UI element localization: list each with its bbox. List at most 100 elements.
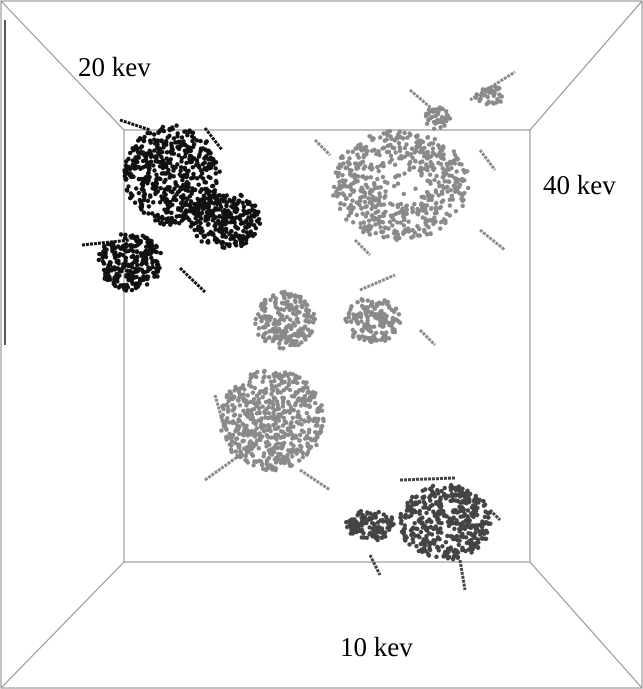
atom: [243, 210, 247, 214]
track: [205, 128, 222, 150]
atom: [232, 407, 236, 411]
atom: [404, 142, 408, 146]
atom: [126, 157, 130, 161]
atom: [128, 234, 132, 238]
atom: [154, 185, 158, 189]
atom: [415, 224, 419, 228]
atom: [319, 429, 323, 433]
atom: [122, 263, 126, 267]
atom: [362, 220, 366, 224]
atom: [370, 521, 374, 525]
atom: [406, 153, 410, 157]
atom: [455, 169, 459, 173]
atom: [498, 99, 502, 103]
atom: [359, 225, 363, 229]
atom: [131, 175, 135, 179]
edge: [1, 562, 124, 688]
atom: [107, 274, 111, 278]
atom: [278, 317, 282, 321]
atom: [229, 199, 233, 203]
atom: [460, 548, 464, 552]
atom: [336, 166, 340, 170]
atom: [254, 317, 258, 321]
atom: [274, 466, 278, 470]
atom: [456, 157, 460, 161]
atom: [225, 212, 229, 216]
label: 10 kev: [340, 632, 413, 662]
atom: [385, 234, 389, 238]
atom: [296, 413, 300, 417]
atom: [242, 426, 246, 430]
atom: [364, 519, 368, 523]
atom: [355, 300, 359, 304]
atom: [234, 449, 238, 453]
atom: [385, 181, 389, 185]
atom: [426, 526, 430, 530]
atom: [281, 455, 285, 459]
atom: [267, 425, 271, 429]
atom: [367, 219, 371, 223]
atom: [222, 222, 226, 226]
atom: [203, 205, 207, 209]
atom: [142, 211, 146, 215]
atom: [427, 531, 431, 535]
atom: [197, 154, 201, 158]
atom: [288, 388, 292, 392]
atom: [141, 177, 145, 181]
atom: [254, 211, 258, 215]
atom: [253, 322, 257, 326]
atom: [445, 189, 449, 193]
atom: [452, 527, 456, 531]
atom: [281, 430, 285, 434]
atom: [295, 447, 299, 451]
atom: [477, 99, 481, 103]
atom: [195, 234, 199, 238]
atom: [236, 398, 240, 402]
atom: [145, 282, 149, 286]
atom: [181, 139, 185, 143]
atom: [378, 195, 382, 199]
atom: [217, 221, 221, 225]
atom: [223, 196, 227, 200]
atom: [450, 492, 454, 496]
atom: [461, 535, 465, 539]
atom: [189, 192, 193, 196]
atom: [396, 203, 400, 207]
atom: [184, 161, 188, 165]
atom: [303, 381, 307, 385]
atom: [236, 199, 240, 203]
atom: [150, 244, 154, 248]
atom: [397, 141, 401, 145]
atom: [124, 178, 128, 182]
atom: [480, 536, 484, 540]
atom: [235, 234, 239, 238]
atom: [282, 296, 286, 300]
atom: [418, 512, 422, 516]
atom: [367, 165, 371, 169]
track: [205, 455, 240, 480]
atom: [104, 269, 108, 273]
atom: [363, 225, 367, 229]
atom: [167, 127, 171, 131]
atom: [342, 203, 346, 207]
atom: [406, 220, 410, 224]
atom: [271, 294, 275, 298]
atom: [302, 302, 306, 306]
atom: [256, 401, 260, 405]
atom: [374, 231, 378, 235]
atom: [363, 176, 367, 180]
atom: [475, 506, 479, 510]
atom: [258, 434, 262, 438]
atom: [399, 512, 403, 516]
atom: [274, 437, 278, 441]
atom: [146, 211, 150, 215]
atom: [248, 444, 252, 448]
atom: [257, 406, 261, 410]
atom: [293, 403, 297, 407]
atom: [146, 179, 150, 183]
atom: [127, 173, 131, 177]
atom: [368, 227, 372, 231]
atom: [209, 166, 213, 170]
atom: [434, 555, 438, 559]
atom: [440, 200, 444, 204]
